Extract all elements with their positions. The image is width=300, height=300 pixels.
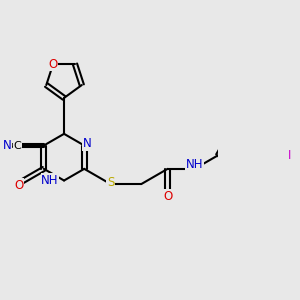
Text: NH: NH (41, 174, 59, 187)
Text: I: I (288, 149, 292, 162)
Text: O: O (14, 178, 24, 191)
Text: O: O (48, 58, 58, 71)
Text: N: N (83, 137, 92, 150)
Text: N: N (2, 139, 11, 152)
Text: S: S (107, 176, 114, 189)
Text: O: O (163, 190, 172, 203)
Text: C: C (14, 140, 22, 151)
Text: NH: NH (186, 158, 203, 171)
